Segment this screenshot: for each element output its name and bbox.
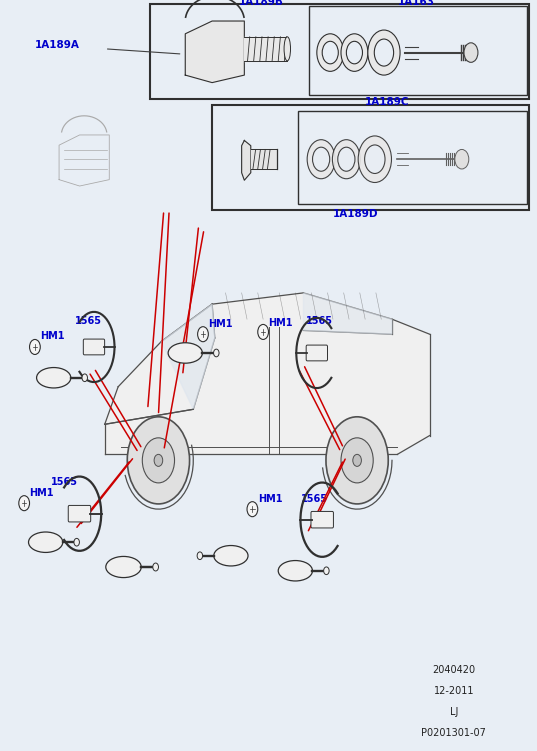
Circle shape <box>198 327 208 342</box>
Circle shape <box>338 147 355 171</box>
FancyBboxPatch shape <box>83 339 105 354</box>
Polygon shape <box>303 293 392 334</box>
Polygon shape <box>185 21 244 83</box>
Circle shape <box>127 417 190 504</box>
Circle shape <box>322 41 338 64</box>
Bar <box>150 4 529 99</box>
Circle shape <box>214 349 219 357</box>
Polygon shape <box>161 304 215 409</box>
Circle shape <box>368 30 400 75</box>
Circle shape <box>324 567 329 575</box>
Text: HM1: HM1 <box>30 487 54 498</box>
Circle shape <box>326 417 388 504</box>
FancyBboxPatch shape <box>68 505 91 522</box>
Circle shape <box>317 34 344 71</box>
Circle shape <box>154 454 163 466</box>
Circle shape <box>30 339 40 354</box>
Text: 1565: 1565 <box>51 477 78 487</box>
Text: 1A163: 1A163 <box>397 0 434 7</box>
Text: 1A189B: 1A189B <box>239 0 284 7</box>
Circle shape <box>455 149 469 169</box>
Circle shape <box>82 374 88 382</box>
Ellipse shape <box>214 545 248 566</box>
Circle shape <box>358 136 391 182</box>
Text: HM1: HM1 <box>40 330 65 341</box>
Bar <box>309 6 527 95</box>
Circle shape <box>313 147 330 171</box>
Circle shape <box>19 496 30 511</box>
Polygon shape <box>242 140 251 180</box>
Polygon shape <box>59 135 110 186</box>
Text: 1A189D: 1A189D <box>333 209 379 219</box>
Circle shape <box>153 563 158 571</box>
Ellipse shape <box>284 37 291 61</box>
Circle shape <box>365 145 385 173</box>
Circle shape <box>307 140 335 179</box>
Text: HM1: HM1 <box>268 318 293 328</box>
Ellipse shape <box>278 560 313 581</box>
Circle shape <box>247 502 258 517</box>
Text: 1565: 1565 <box>75 316 102 327</box>
Circle shape <box>258 324 268 339</box>
Text: 2040420: 2040420 <box>432 665 475 675</box>
Bar <box>298 111 527 204</box>
Polygon shape <box>105 293 430 454</box>
Text: 1565: 1565 <box>301 494 328 505</box>
Circle shape <box>341 34 368 71</box>
Text: 12-2011: 12-2011 <box>433 686 474 696</box>
Circle shape <box>374 39 394 66</box>
Circle shape <box>353 454 361 466</box>
Text: HM1: HM1 <box>208 319 233 330</box>
Circle shape <box>464 43 478 62</box>
FancyBboxPatch shape <box>311 511 333 528</box>
Ellipse shape <box>28 532 63 553</box>
Text: 1565: 1565 <box>306 316 333 327</box>
Circle shape <box>332 140 360 179</box>
FancyBboxPatch shape <box>306 345 328 360</box>
Circle shape <box>341 438 373 483</box>
Circle shape <box>346 41 362 64</box>
Ellipse shape <box>106 556 141 578</box>
Text: HM1: HM1 <box>258 494 282 505</box>
Ellipse shape <box>168 342 202 363</box>
Circle shape <box>197 552 202 559</box>
Text: 1A189C: 1A189C <box>365 97 410 107</box>
Text: P0201301-07: P0201301-07 <box>422 728 486 738</box>
Bar <box>212 105 529 210</box>
Ellipse shape <box>37 367 71 388</box>
Circle shape <box>74 538 79 546</box>
Text: LJ: LJ <box>449 707 458 717</box>
Circle shape <box>142 438 175 483</box>
Text: 1A189A: 1A189A <box>35 40 80 50</box>
